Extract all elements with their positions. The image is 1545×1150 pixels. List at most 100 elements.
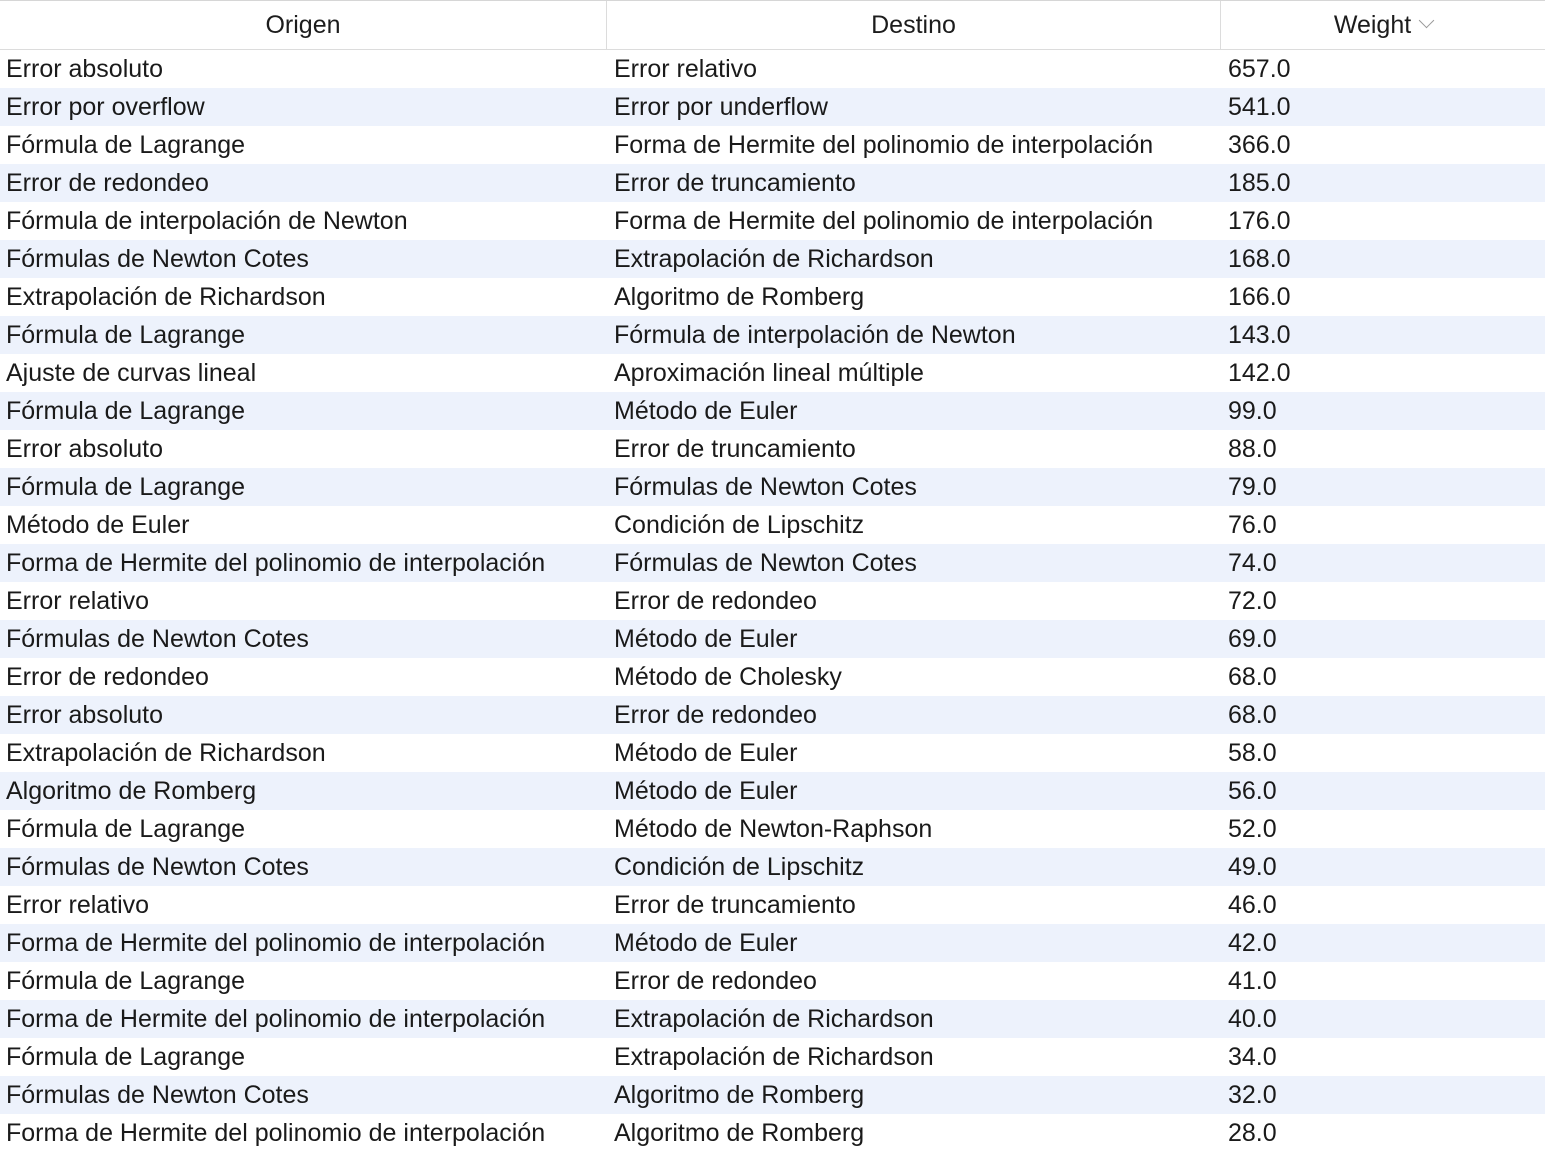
table-row[interactable]: Fórmula de Lagrange Error de redondeo 41… bbox=[0, 962, 1545, 1000]
cell-weight: 40.0 bbox=[1228, 1005, 1277, 1033]
cell-weight: 88.0 bbox=[1228, 435, 1277, 463]
cell-origen: Método de Euler bbox=[6, 511, 190, 539]
cell-destino: Algoritmo de Romberg bbox=[614, 1081, 865, 1109]
table-row[interactable]: Fórmula de Lagrange Método de Euler 99.0 bbox=[0, 392, 1545, 430]
cell-origen: Fórmulas de Newton Cotes bbox=[6, 1081, 309, 1109]
table-row[interactable]: Fórmula de Lagrange Fórmulas de Newton C… bbox=[0, 468, 1545, 506]
cell-destino: Método de Euler bbox=[614, 625, 798, 653]
cell-destino: Error relativo bbox=[614, 55, 758, 83]
column-header-weight[interactable]: Weight bbox=[1221, 1, 1545, 49]
cell-weight: 68.0 bbox=[1228, 663, 1277, 691]
cell-origen: Fórmulas de Newton Cotes bbox=[6, 625, 309, 653]
column-header-label: Origen bbox=[265, 11, 341, 39]
table-row[interactable]: Error absoluto Error relativo 657.0 bbox=[0, 50, 1545, 88]
cell-origen: Forma de Hermite del polinomio de interp… bbox=[6, 549, 546, 577]
cell-origen: Forma de Hermite del polinomio de interp… bbox=[6, 1005, 546, 1033]
cell-destino: Error de redondeo bbox=[614, 967, 817, 995]
table-row[interactable]: Fórmulas de Newton Cotes Método de Euler… bbox=[0, 620, 1545, 658]
table-row[interactable]: Error relativo Error de redondeo 72.0 bbox=[0, 582, 1545, 620]
cell-origen: Fórmula de Lagrange bbox=[6, 1043, 246, 1071]
cell-weight: 142.0 bbox=[1228, 359, 1291, 387]
cell-destino: Condición de Lipschitz bbox=[614, 511, 865, 539]
cell-origen: Extrapolación de Richardson bbox=[6, 739, 326, 767]
cell-destino: Forma de Hermite del polinomio de interp… bbox=[614, 207, 1154, 235]
cell-weight: 168.0 bbox=[1228, 245, 1291, 273]
cell-weight: 176.0 bbox=[1228, 207, 1291, 235]
cell-origen: Fórmulas de Newton Cotes bbox=[6, 245, 309, 273]
cell-destino: Fórmula de interpolación de Newton bbox=[614, 321, 1016, 349]
cell-origen: Forma de Hermite del polinomio de interp… bbox=[6, 929, 546, 957]
cell-origen: Fórmula de Lagrange bbox=[6, 131, 246, 159]
cell-weight: 56.0 bbox=[1228, 777, 1277, 805]
cell-destino: Error de truncamiento bbox=[614, 435, 856, 463]
column-header-destino[interactable]: Destino bbox=[607, 1, 1221, 49]
table-body: Error absoluto Error relativo 657.0 Erro… bbox=[0, 50, 1545, 1150]
table-row[interactable]: Fórmulas de Newton Cotes Extrapolación d… bbox=[0, 240, 1545, 278]
cell-origen: Error absoluto bbox=[6, 435, 164, 463]
cell-destino: Fórmulas de Newton Cotes bbox=[614, 549, 917, 577]
table-row[interactable]: Fórmulas de Newton Cotes Algoritmo de Ro… bbox=[0, 1076, 1545, 1114]
cell-weight: 42.0 bbox=[1228, 929, 1277, 957]
table-header: Origen Destino Weight bbox=[0, 1, 1545, 50]
cell-origen: Fórmula de Lagrange bbox=[6, 473, 246, 501]
cell-destino: Método de Euler bbox=[614, 777, 798, 805]
cell-destino: Error de redondeo bbox=[614, 701, 817, 729]
cell-weight: 52.0 bbox=[1228, 815, 1277, 843]
table-row[interactable]: Error absoluto Error de truncamiento 88.… bbox=[0, 430, 1545, 468]
table-row[interactable]: Extrapolación de Richardson Método de Eu… bbox=[0, 734, 1545, 772]
cell-weight: 79.0 bbox=[1228, 473, 1277, 501]
table-row[interactable]: Ajuste de curvas lineal Aproximación lin… bbox=[0, 354, 1545, 392]
cell-destino: Extrapolación de Richardson bbox=[614, 245, 934, 273]
cell-weight: 41.0 bbox=[1228, 967, 1277, 995]
cell-destino: Método de Euler bbox=[614, 739, 798, 767]
cell-weight: 657.0 bbox=[1228, 55, 1291, 83]
table-row[interactable]: Error de redondeo Método de Cholesky 68.… bbox=[0, 658, 1545, 696]
cell-weight: 49.0 bbox=[1228, 853, 1277, 881]
table-row[interactable]: Fórmula de Lagrange Fórmula de interpola… bbox=[0, 316, 1545, 354]
cell-destino: Forma de Hermite del polinomio de interp… bbox=[614, 131, 1154, 159]
cell-weight: 32.0 bbox=[1228, 1081, 1277, 1109]
cell-weight: 99.0 bbox=[1228, 397, 1277, 425]
chevron-down-icon bbox=[1418, 12, 1435, 29]
table-row[interactable]: Algoritmo de Romberg Método de Euler 56.… bbox=[0, 772, 1545, 810]
cell-origen: Algoritmo de Romberg bbox=[6, 777, 257, 805]
cell-destino: Aproximación lineal múltiple bbox=[614, 359, 924, 387]
cell-weight: 76.0 bbox=[1228, 511, 1277, 539]
table-row[interactable]: Forma de Hermite del polinomio de interp… bbox=[0, 1000, 1545, 1038]
table-row[interactable]: Fórmula de Lagrange Forma de Hermite del… bbox=[0, 126, 1545, 164]
table-row[interactable]: Forma de Hermite del polinomio de interp… bbox=[0, 924, 1545, 962]
table-row[interactable]: Fórmula de interpolación de Newton Forma… bbox=[0, 202, 1545, 240]
cell-origen: Fórmula de Lagrange bbox=[6, 815, 246, 843]
column-header-origen[interactable]: Origen bbox=[0, 1, 607, 49]
cell-destino: Algoritmo de Romberg bbox=[614, 1119, 865, 1147]
cell-destino: Algoritmo de Romberg bbox=[614, 283, 865, 311]
table-row[interactable]: Forma de Hermite del polinomio de interp… bbox=[0, 1114, 1545, 1150]
cell-destino: Método de Euler bbox=[614, 397, 798, 425]
cell-weight: 74.0 bbox=[1228, 549, 1277, 577]
cell-origen: Error de redondeo bbox=[6, 663, 209, 691]
table-row[interactable]: Forma de Hermite del polinomio de interp… bbox=[0, 544, 1545, 582]
table-row[interactable]: Fórmula de Lagrange Extrapolación de Ric… bbox=[0, 1038, 1545, 1076]
table-row[interactable]: Extrapolación de Richardson Algoritmo de… bbox=[0, 278, 1545, 316]
cell-origen: Error relativo bbox=[6, 587, 150, 615]
cell-weight: 541.0 bbox=[1228, 93, 1291, 121]
cell-destino: Error de truncamiento bbox=[614, 891, 856, 919]
cell-weight: 185.0 bbox=[1228, 169, 1291, 197]
cell-origen: Fórmula de Lagrange bbox=[6, 397, 246, 425]
table-row[interactable]: Error absoluto Error de redondeo 68.0 bbox=[0, 696, 1545, 734]
table-row[interactable]: Error relativo Error de truncamiento 46.… bbox=[0, 886, 1545, 924]
table-row[interactable]: Método de Euler Condición de Lipschitz 7… bbox=[0, 506, 1545, 544]
table-row[interactable]: Error de redondeo Error de truncamiento … bbox=[0, 164, 1545, 202]
cell-origen: Forma de Hermite del polinomio de interp… bbox=[6, 1119, 546, 1147]
cell-destino: Error por underflow bbox=[614, 93, 828, 121]
cell-origen: Error de redondeo bbox=[6, 169, 209, 197]
cell-destino: Fórmulas de Newton Cotes bbox=[614, 473, 917, 501]
table-row[interactable]: Fórmulas de Newton Cotes Condición de Li… bbox=[0, 848, 1545, 886]
cell-weight: 72.0 bbox=[1228, 587, 1277, 615]
cell-destino: Condición de Lipschitz bbox=[614, 853, 865, 881]
cell-weight: 58.0 bbox=[1228, 739, 1277, 767]
cell-weight: 69.0 bbox=[1228, 625, 1277, 653]
table-row[interactable]: Error por overflow Error por underflow 5… bbox=[0, 88, 1545, 126]
table-row[interactable]: Fórmula de Lagrange Método de Newton-Rap… bbox=[0, 810, 1545, 848]
